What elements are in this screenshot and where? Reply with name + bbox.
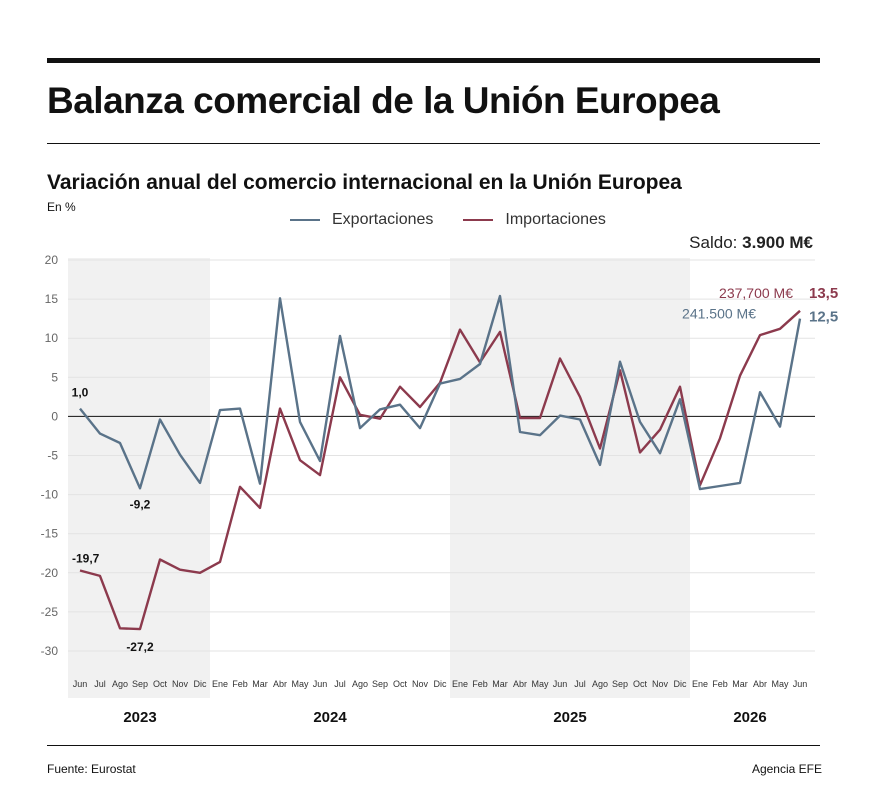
data-label: 241.500 M€ [682, 306, 756, 322]
year-band-2025 [450, 258, 690, 698]
saldo-value: 3.900 M€ [742, 233, 813, 252]
x-tick-label: Dic [434, 679, 447, 689]
x-tick-label: Oct [633, 679, 648, 689]
x-tick-label: Ago [352, 679, 368, 689]
x-tick-label: Feb [232, 679, 248, 689]
y-tick-label: 20 [45, 253, 59, 267]
source-note: Fuente: Eurostat [47, 762, 136, 776]
x-tick-label: Ene [452, 679, 468, 689]
y-tick-label: -30 [41, 644, 59, 658]
year-label: 2023 [123, 709, 156, 726]
saldo-note: Saldo: 3.900 M€ [689, 233, 813, 253]
x-tick-label: Mar [492, 679, 508, 689]
x-tick-label: Ago [112, 679, 128, 689]
data-label: 1,0 [72, 386, 89, 400]
x-tick-label: Jun [553, 679, 568, 689]
year-band-2023 [68, 258, 210, 698]
chart-legend: Exportaciones Importaciones [290, 211, 606, 229]
legend-item-exports: Exportaciones [290, 211, 433, 229]
legend-label-imports: Importaciones [505, 211, 606, 228]
x-tick-label: May [291, 679, 309, 689]
x-tick-label: Abr [753, 679, 767, 689]
legend-swatch-exports [290, 219, 320, 221]
y-tick-label: 10 [45, 331, 59, 345]
x-tick-label: Jul [334, 679, 346, 689]
x-tick-label: Jul [574, 679, 586, 689]
data-label: 237,700 M€ [719, 285, 793, 301]
x-tick-label: May [531, 679, 549, 689]
y-tick-label: -10 [41, 488, 59, 502]
x-tick-label: Nov [652, 679, 669, 689]
data-label: -19,7 [72, 551, 100, 565]
x-tick-label: Mar [732, 679, 748, 689]
x-tick-label: Dic [674, 679, 687, 689]
x-tick-label: Feb [712, 679, 728, 689]
x-tick-label: Feb [472, 679, 488, 689]
credit-note: Agencia EFE [751, 762, 822, 776]
y-tick-label: -15 [41, 527, 59, 541]
data-label: 12,5 [809, 309, 838, 326]
year-label: 2026 [733, 709, 766, 726]
x-tick-label: Abr [273, 679, 287, 689]
x-tick-label: Nov [412, 679, 429, 689]
y-tick-label: 0 [51, 409, 58, 423]
x-tick-label: Oct [153, 679, 168, 689]
year-label: 2024 [313, 709, 347, 726]
data-label: 13,5 [809, 285, 838, 302]
x-tick-label: May [771, 679, 789, 689]
x-tick-label: Jun [793, 679, 808, 689]
x-tick-label: Sep [132, 679, 148, 689]
data-label: -9,2 [130, 497, 151, 511]
legend-swatch-imports [463, 219, 494, 221]
x-tick-label: Ago [592, 679, 608, 689]
year-label: 2025 [553, 709, 586, 726]
x-tick-label: Sep [612, 679, 628, 689]
legend-item-imports: Importaciones [463, 211, 606, 229]
footer-rule [47, 745, 820, 746]
x-tick-label: Jun [313, 679, 328, 689]
chart-subtitle: Variación anual del comercio internacion… [47, 171, 682, 194]
x-tick-label: Dic [194, 679, 207, 689]
y-tick-label: -20 [41, 566, 59, 580]
legend-label-exports: Exportaciones [332, 211, 434, 228]
data-label: -27,2 [126, 640, 154, 654]
x-tick-label: Mar [252, 679, 268, 689]
x-tick-label: Ene [692, 679, 708, 689]
saldo-label: Saldo: [689, 233, 738, 252]
series-line-exportaciones [79, 294, 802, 491]
y-tick-label: 15 [45, 292, 59, 306]
unit-label: En % [47, 200, 76, 214]
x-tick-label: Oct [393, 679, 408, 689]
page-title: Balanza comercial de la Unión Europea [47, 80, 720, 121]
x-tick-label: Ene [212, 679, 228, 689]
y-tick-label: -5 [47, 449, 58, 463]
y-tick-label: 5 [51, 370, 58, 384]
x-tick-label: Nov [172, 679, 189, 689]
x-tick-label: Jul [94, 679, 106, 689]
x-tick-label: Abr [513, 679, 527, 689]
title-divider [47, 143, 820, 144]
x-tick-label: Jun [73, 679, 88, 689]
x-tick-label: Sep [372, 679, 388, 689]
top-rule [47, 58, 820, 63]
y-tick-label: -25 [41, 605, 59, 619]
